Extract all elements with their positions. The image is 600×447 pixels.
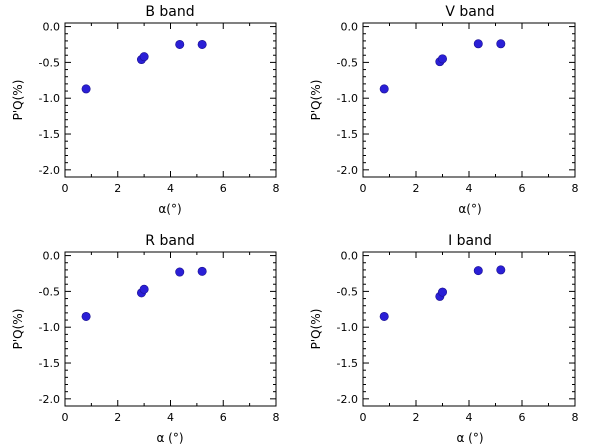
data-point bbox=[139, 52, 149, 62]
y-tick-label: -0.5 bbox=[337, 285, 358, 298]
x-tick-label: 6 bbox=[220, 411, 227, 424]
x-tick-label: 0 bbox=[360, 411, 367, 424]
tick-marks bbox=[362, 252, 576, 406]
y-tick-label: -1.0 bbox=[39, 92, 60, 105]
data-points bbox=[379, 265, 506, 321]
data-point bbox=[197, 39, 207, 49]
y-tick-label: -2.0 bbox=[39, 164, 60, 177]
data-point bbox=[175, 39, 185, 49]
x-tick-label: 6 bbox=[519, 182, 526, 195]
data-point bbox=[496, 265, 506, 275]
tick-marks bbox=[64, 23, 277, 177]
data-point bbox=[437, 287, 447, 297]
x-tick-label: 8 bbox=[273, 182, 280, 195]
x-tick-label: 4 bbox=[167, 182, 174, 195]
data-point bbox=[379, 84, 389, 94]
data-point bbox=[437, 54, 447, 64]
plot-frame bbox=[64, 22, 277, 178]
x-tick-label: 4 bbox=[167, 411, 174, 424]
panel-title: I band bbox=[448, 233, 492, 249]
x-tick-labels: 0 2 4 6 8 bbox=[360, 182, 579, 195]
y-tick-label: -1.0 bbox=[337, 92, 358, 105]
panel-title: R band bbox=[145, 233, 194, 249]
x-tick-labels: 0 2 4 6 8 bbox=[360, 411, 579, 424]
y-tick-label: -1.0 bbox=[39, 321, 60, 334]
y-tick-label: -1.5 bbox=[337, 128, 358, 141]
plot-frame bbox=[64, 251, 277, 407]
y-tick-label: -0.5 bbox=[39, 285, 60, 298]
x-tick-label: 8 bbox=[572, 411, 579, 424]
x-axis-label: α(°) bbox=[458, 202, 481, 216]
tick-marks bbox=[362, 23, 576, 177]
y-tick-labels: 0.0 -0.5 -1.0 -1.5 -2.0 bbox=[39, 250, 60, 406]
y-axis-label: P'Q(%) bbox=[11, 80, 25, 121]
plot-frame bbox=[362, 251, 576, 407]
data-point bbox=[496, 39, 506, 49]
data-points bbox=[81, 266, 207, 321]
y-tick-label: 0.0 bbox=[43, 250, 61, 263]
y-tick-label: -1.0 bbox=[337, 321, 358, 334]
panel-v-band: V band 0 2 4 6 8 0.0 -0.5 -1.0 -1.5 -2.0 α(°) P'… bbox=[309, 4, 579, 216]
y-tick-labels: 0.0 -0.5 -1.0 -1.5 -2.0 bbox=[337, 21, 358, 177]
y-tick-label: -0.5 bbox=[39, 56, 60, 69]
x-tick-label: 2 bbox=[413, 411, 420, 424]
y-tick-label: 0.0 bbox=[43, 21, 61, 34]
y-tick-labels: 0.0 -0.5 -1.0 -1.5 -2.0 bbox=[39, 21, 60, 177]
y-tick-label: -1.5 bbox=[39, 128, 60, 141]
x-tick-label: 8 bbox=[572, 182, 579, 195]
panel-r-band: R band 0 2 4 6 8 0.0 -0.5 -1.0 -1.5 -2.0 α (°) P… bbox=[11, 233, 280, 445]
x-tick-label: 0 bbox=[62, 182, 69, 195]
x-tick-label: 0 bbox=[360, 182, 367, 195]
y-tick-label: -2.0 bbox=[337, 393, 358, 406]
y-tick-label: -1.5 bbox=[39, 357, 60, 370]
panel-b-band: B band 0 2 4 6 8 0.0 -0.5 -1.0 -1.5 -2.0 α(°) P'… bbox=[11, 4, 280, 216]
data-point bbox=[81, 311, 91, 321]
y-tick-label: -2.0 bbox=[337, 164, 358, 177]
y-tick-label: -1.5 bbox=[337, 357, 358, 370]
panel-title: B band bbox=[145, 4, 194, 20]
x-tick-label: 4 bbox=[466, 411, 473, 424]
y-axis-label: P'Q(%) bbox=[309, 309, 323, 350]
x-axis-label: α (°) bbox=[156, 431, 183, 445]
x-tick-labels: 0 2 4 6 8 bbox=[62, 411, 280, 424]
plot-frame bbox=[362, 22, 576, 178]
panel-i-band: I band 0 2 4 6 8 0.0 -0.5 -1.0 -1.5 -2.0 α (°) P… bbox=[309, 233, 579, 445]
y-axis-label: P'Q(%) bbox=[309, 80, 323, 121]
data-point bbox=[139, 284, 149, 294]
y-tick-label: 0.0 bbox=[341, 21, 359, 34]
x-axis-label: α (°) bbox=[456, 431, 483, 445]
data-points bbox=[81, 39, 207, 94]
data-point bbox=[473, 39, 483, 49]
x-tick-labels: 0 2 4 6 8 bbox=[62, 182, 280, 195]
x-tick-label: 6 bbox=[519, 411, 526, 424]
x-tick-label: 6 bbox=[220, 182, 227, 195]
data-point bbox=[197, 266, 207, 276]
y-tick-label: 0.0 bbox=[341, 250, 359, 263]
y-tick-label: -0.5 bbox=[337, 56, 358, 69]
tick-marks bbox=[64, 252, 277, 406]
x-tick-label: 0 bbox=[62, 411, 69, 424]
panel-title: V band bbox=[445, 4, 494, 20]
data-point bbox=[473, 266, 483, 276]
data-point bbox=[175, 267, 185, 277]
y-tick-label: -2.0 bbox=[39, 393, 60, 406]
x-tick-label: 2 bbox=[114, 411, 121, 424]
x-axis-label: α(°) bbox=[158, 202, 181, 216]
x-tick-label: 2 bbox=[114, 182, 121, 195]
x-tick-label: 2 bbox=[413, 182, 420, 195]
y-axis-label: P'Q(%) bbox=[11, 309, 25, 350]
data-points bbox=[379, 39, 506, 94]
x-tick-label: 8 bbox=[273, 411, 280, 424]
y-tick-labels: 0.0 -0.5 -1.0 -1.5 -2.0 bbox=[337, 250, 358, 406]
data-point bbox=[379, 311, 389, 321]
x-tick-label: 4 bbox=[466, 182, 473, 195]
data-point bbox=[81, 84, 91, 94]
